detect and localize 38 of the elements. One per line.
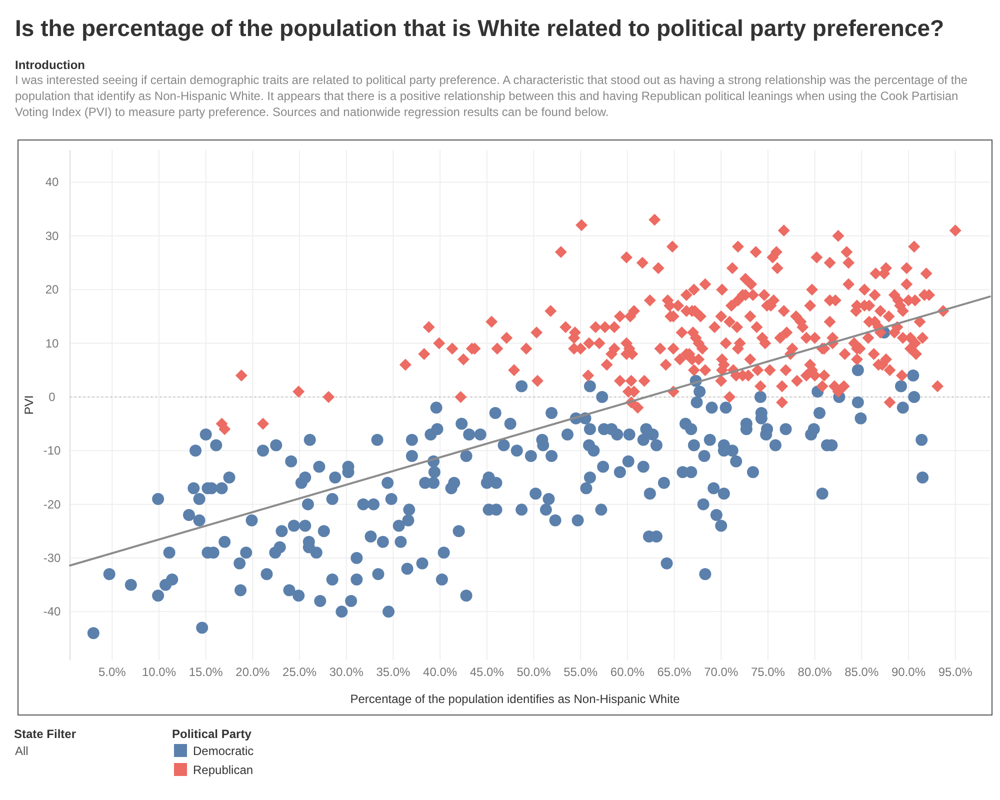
x-tick-label: 55.0%	[564, 665, 598, 679]
chart-subtitle: Introduction	[15, 58, 85, 72]
x-tick-label: 75.0%	[750, 665, 786, 679]
y-tick-label: -20	[43, 497, 61, 512]
y-tick-label: -10	[43, 444, 61, 458]
x-tick-label: 30.0%	[329, 665, 364, 679]
y-axis-title: PVI	[22, 395, 36, 415]
x-tick-label: 85.0%	[844, 665, 879, 679]
legend-label: Democratic	[193, 744, 254, 758]
x-tick-label: 90.0%	[891, 665, 926, 679]
x-axis-title: Percentage of the population identifies as Non-Hispanic White	[350, 692, 680, 706]
x-tick-label: 35.0%	[376, 665, 411, 679]
y-tick-label: 20	[45, 282, 59, 297]
x-tick-label: 95.0%	[938, 665, 973, 679]
x-tick-label: 50.0%	[516, 665, 552, 679]
x-tick-label: 25.0%	[282, 665, 317, 679]
y-tick-label: 0	[48, 390, 56, 404]
y-tick-label: -40	[43, 604, 61, 619]
x-tick-label: 70.0%	[704, 665, 738, 679]
x-tick-label: 65.0%	[657, 665, 692, 679]
x-tick-label: 20.0%	[236, 665, 270, 679]
legend-label: Republican	[193, 763, 254, 777]
x-tick-label: 10.0%	[142, 665, 176, 679]
text: I was interested seeing if certain demographic traits are related to political party preference. A characteristic that stood out as having a strong relationship was the percentage of the population that identify as Non-Hispanic White. It appears that there is a positive relationship between this and having Republican political leanings when using the Cook Partisian Voting Index (PVI) to measure party preference. Sources and nationwide regression results can be found below.	[15, 73, 968, 119]
x-tick-label: 5.0%	[98, 665, 126, 679]
y-tick-label: 30	[45, 228, 59, 243]
text: State Filter	[14, 727, 76, 741]
text: All	[15, 744, 28, 758]
x-tick-label: 60.0%	[610, 665, 645, 679]
legend-title: Political Party	[172, 727, 252, 741]
y-tick-label: 40	[45, 175, 59, 190]
chart-title: Is the percentage of the population that is White related to political party preference?	[15, 15, 944, 41]
x-tick-label: 80.0%	[798, 665, 832, 679]
y-tick-label: -30	[43, 551, 61, 565]
x-tick-label: 40.0%	[423, 665, 458, 679]
x-tick-label: 15.0%	[188, 665, 224, 679]
y-tick-label: 10	[45, 336, 59, 350]
x-tick-label: 45.0%	[470, 665, 504, 679]
